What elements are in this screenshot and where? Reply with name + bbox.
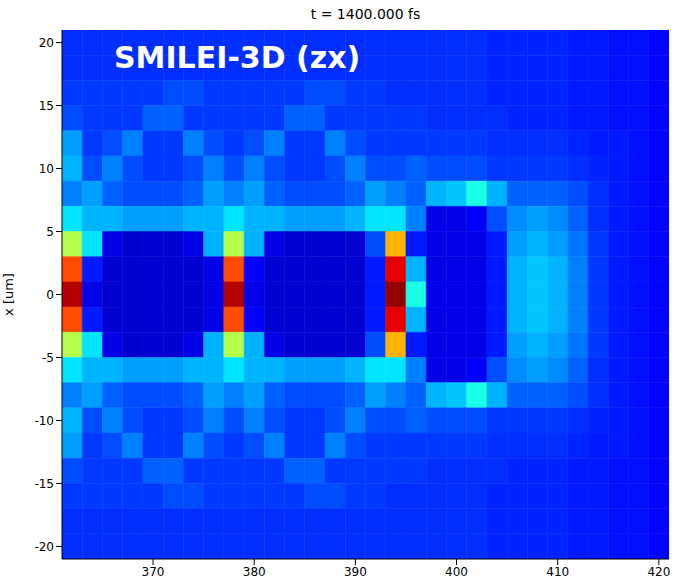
svg-text:15: 15 (39, 99, 54, 113)
svg-text:410: 410 (546, 565, 569, 579)
svg-text:380: 380 (243, 565, 266, 579)
svg-text:-20: -20 (34, 540, 54, 554)
svg-text:370: 370 (142, 565, 165, 579)
svg-text:390: 390 (344, 565, 367, 579)
svg-text:20: 20 (39, 36, 54, 50)
svg-text:420: 420 (647, 565, 670, 579)
svg-text:10: 10 (39, 162, 54, 176)
svg-text:0: 0 (46, 288, 54, 302)
svg-text:5: 5 (46, 225, 54, 239)
svg-text:-15: -15 (34, 477, 54, 491)
html-text:t = 1400.000 fs: t = 1400.000 fs (310, 6, 421, 22)
svg-text:400: 400 (445, 565, 468, 579)
svg-text:-10: -10 (34, 414, 54, 428)
svg-text:-5: -5 (42, 351, 54, 365)
html-text:SMILEI-3D (zx): SMILEI-3D (zx) (114, 40, 361, 75)
svg-text:x [um]: x [um] (1, 273, 16, 316)
